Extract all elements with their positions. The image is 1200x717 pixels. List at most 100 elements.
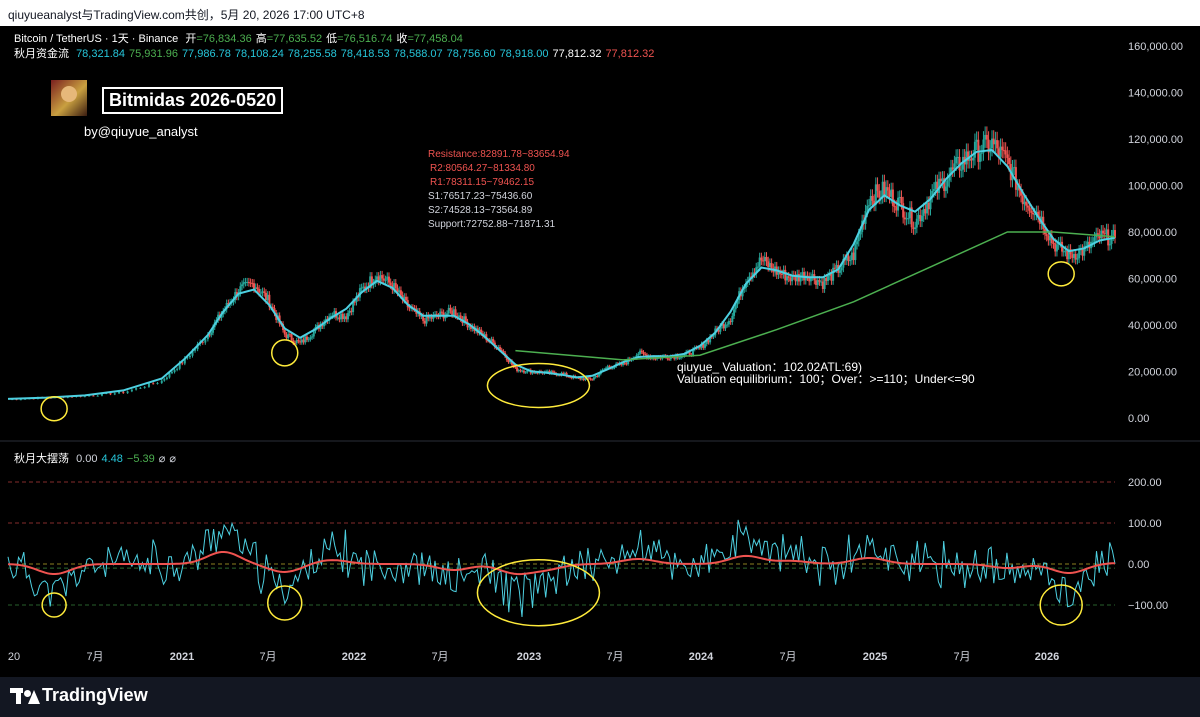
candle-body (878, 190, 881, 198)
candle-body (683, 354, 686, 356)
indicator-value: 78,108.24 (234, 48, 284, 60)
candle-body (955, 157, 958, 164)
tradingview-logo[interactable]: TradingView (10, 685, 148, 706)
candle-body (292, 340, 295, 343)
candle-body (704, 344, 706, 348)
oscillator-name[interactable]: 秋月大摆荡 (14, 453, 69, 465)
candle-body (741, 289, 744, 297)
candle-body (973, 141, 976, 158)
candle-body (387, 276, 390, 283)
candle-body (1023, 201, 1026, 205)
candle-body (606, 366, 609, 369)
candle-body (295, 340, 298, 343)
time-tick-label: 7月 (431, 651, 448, 663)
candle-body (1013, 167, 1016, 169)
candle-body (680, 356, 683, 358)
candle-body (910, 207, 913, 228)
candle-body (1084, 245, 1087, 247)
candle-body (408, 307, 411, 309)
candle-body (323, 322, 326, 327)
candle-body (873, 200, 876, 205)
candle-body (943, 178, 946, 191)
chart-area[interactable]: 160,000.00 140,000.00 120,000.00 100,000.00… (0, 26, 1200, 677)
candle-body (926, 202, 929, 214)
candle-body (724, 324, 727, 329)
candle-body (1076, 258, 1079, 260)
candle-body (811, 274, 814, 277)
candle-body (510, 360, 513, 365)
candle-body (329, 315, 332, 317)
candle-body (965, 151, 968, 165)
candle-body (446, 313, 449, 315)
candle-body (401, 295, 404, 300)
indicator-value: 77,812.32 (605, 48, 655, 60)
candle-body (946, 180, 949, 187)
level-line: R1:78311.15~79462.15 (430, 177, 535, 188)
osc-tick-label: 100.00 (1128, 518, 1162, 530)
candle-body (287, 334, 290, 339)
candle-body (760, 257, 763, 261)
candle-body (840, 267, 843, 271)
candle-body (364, 286, 367, 290)
candle-body (950, 167, 952, 175)
candle-body (719, 325, 722, 332)
candle-body (941, 178, 944, 182)
highlight-circle (271, 339, 299, 367)
highlight-circle (486, 362, 591, 409)
candle-body (902, 203, 905, 218)
valuation-line-1: qiuyue_ Valuation：102.02ATL:69) (677, 360, 863, 374)
candle-body (678, 357, 681, 359)
price-tick-label: 120,000.00 (1128, 134, 1183, 146)
candle-body (1002, 150, 1005, 152)
level-line: R2:80564.27~81334.80 (430, 163, 535, 174)
candle-body (152, 383, 155, 385)
candle-body (143, 386, 146, 388)
candle-body (868, 205, 870, 207)
candle-body (1047, 235, 1050, 241)
candle-body (1083, 246, 1086, 256)
candle-body (635, 355, 638, 359)
candle-body (399, 290, 402, 296)
candle-body (428, 316, 431, 319)
candle-body (726, 324, 729, 326)
indicator-value: 78,756.60 (446, 48, 496, 60)
candle-body (1081, 249, 1084, 256)
levels-list: Resistance:82891.78~83654.94 R2:80564.27~… (428, 148, 570, 232)
candle-body (1074, 253, 1077, 260)
candle-body (186, 357, 189, 359)
candle-body (997, 148, 1000, 157)
symbol-name[interactable]: Bitcoin / TetherUS · 1天 · Binance (14, 33, 179, 45)
candle-body (299, 341, 302, 343)
time-tick-label: 2025 (863, 651, 887, 663)
candle-body (524, 372, 527, 374)
candle-body (842, 258, 845, 268)
ohlc-label: 收 (396, 33, 408, 45)
time-tick-label: 2023 (517, 651, 541, 663)
candle-body (208, 334, 211, 336)
candle-body (697, 347, 700, 349)
chart-canvas[interactable]: 160,000.00 140,000.00 120,000.00 100,000.00… (0, 26, 1200, 677)
candle-body (492, 339, 495, 343)
candle-body (970, 158, 973, 161)
candle-body (439, 311, 442, 317)
candle-body (985, 134, 988, 140)
candle-body (343, 316, 346, 320)
oscillator-value: 0.00 (76, 453, 98, 465)
candle-body (290, 334, 293, 341)
candle-body (309, 337, 312, 340)
oscillator-values: 0.00 4.48 −5.39 ⌀ ⌀ (76, 453, 180, 465)
oscillator-value: 4.48 (101, 453, 123, 465)
price-tick-label: 100,000.00 (1128, 181, 1183, 193)
candle-body (991, 138, 993, 149)
candle-body (234, 292, 237, 300)
price-tick-label: 0.00 (1128, 413, 1149, 425)
indicator-name[interactable]: 秋月资金流 (14, 48, 69, 60)
candle-body (789, 277, 792, 282)
candle-body (394, 283, 397, 289)
candle-body (753, 272, 756, 274)
candle-body (581, 378, 583, 380)
candle-body (604, 368, 607, 370)
candle-body (1033, 213, 1036, 215)
candle-body (1028, 207, 1031, 211)
highlight-circle (476, 558, 601, 627)
